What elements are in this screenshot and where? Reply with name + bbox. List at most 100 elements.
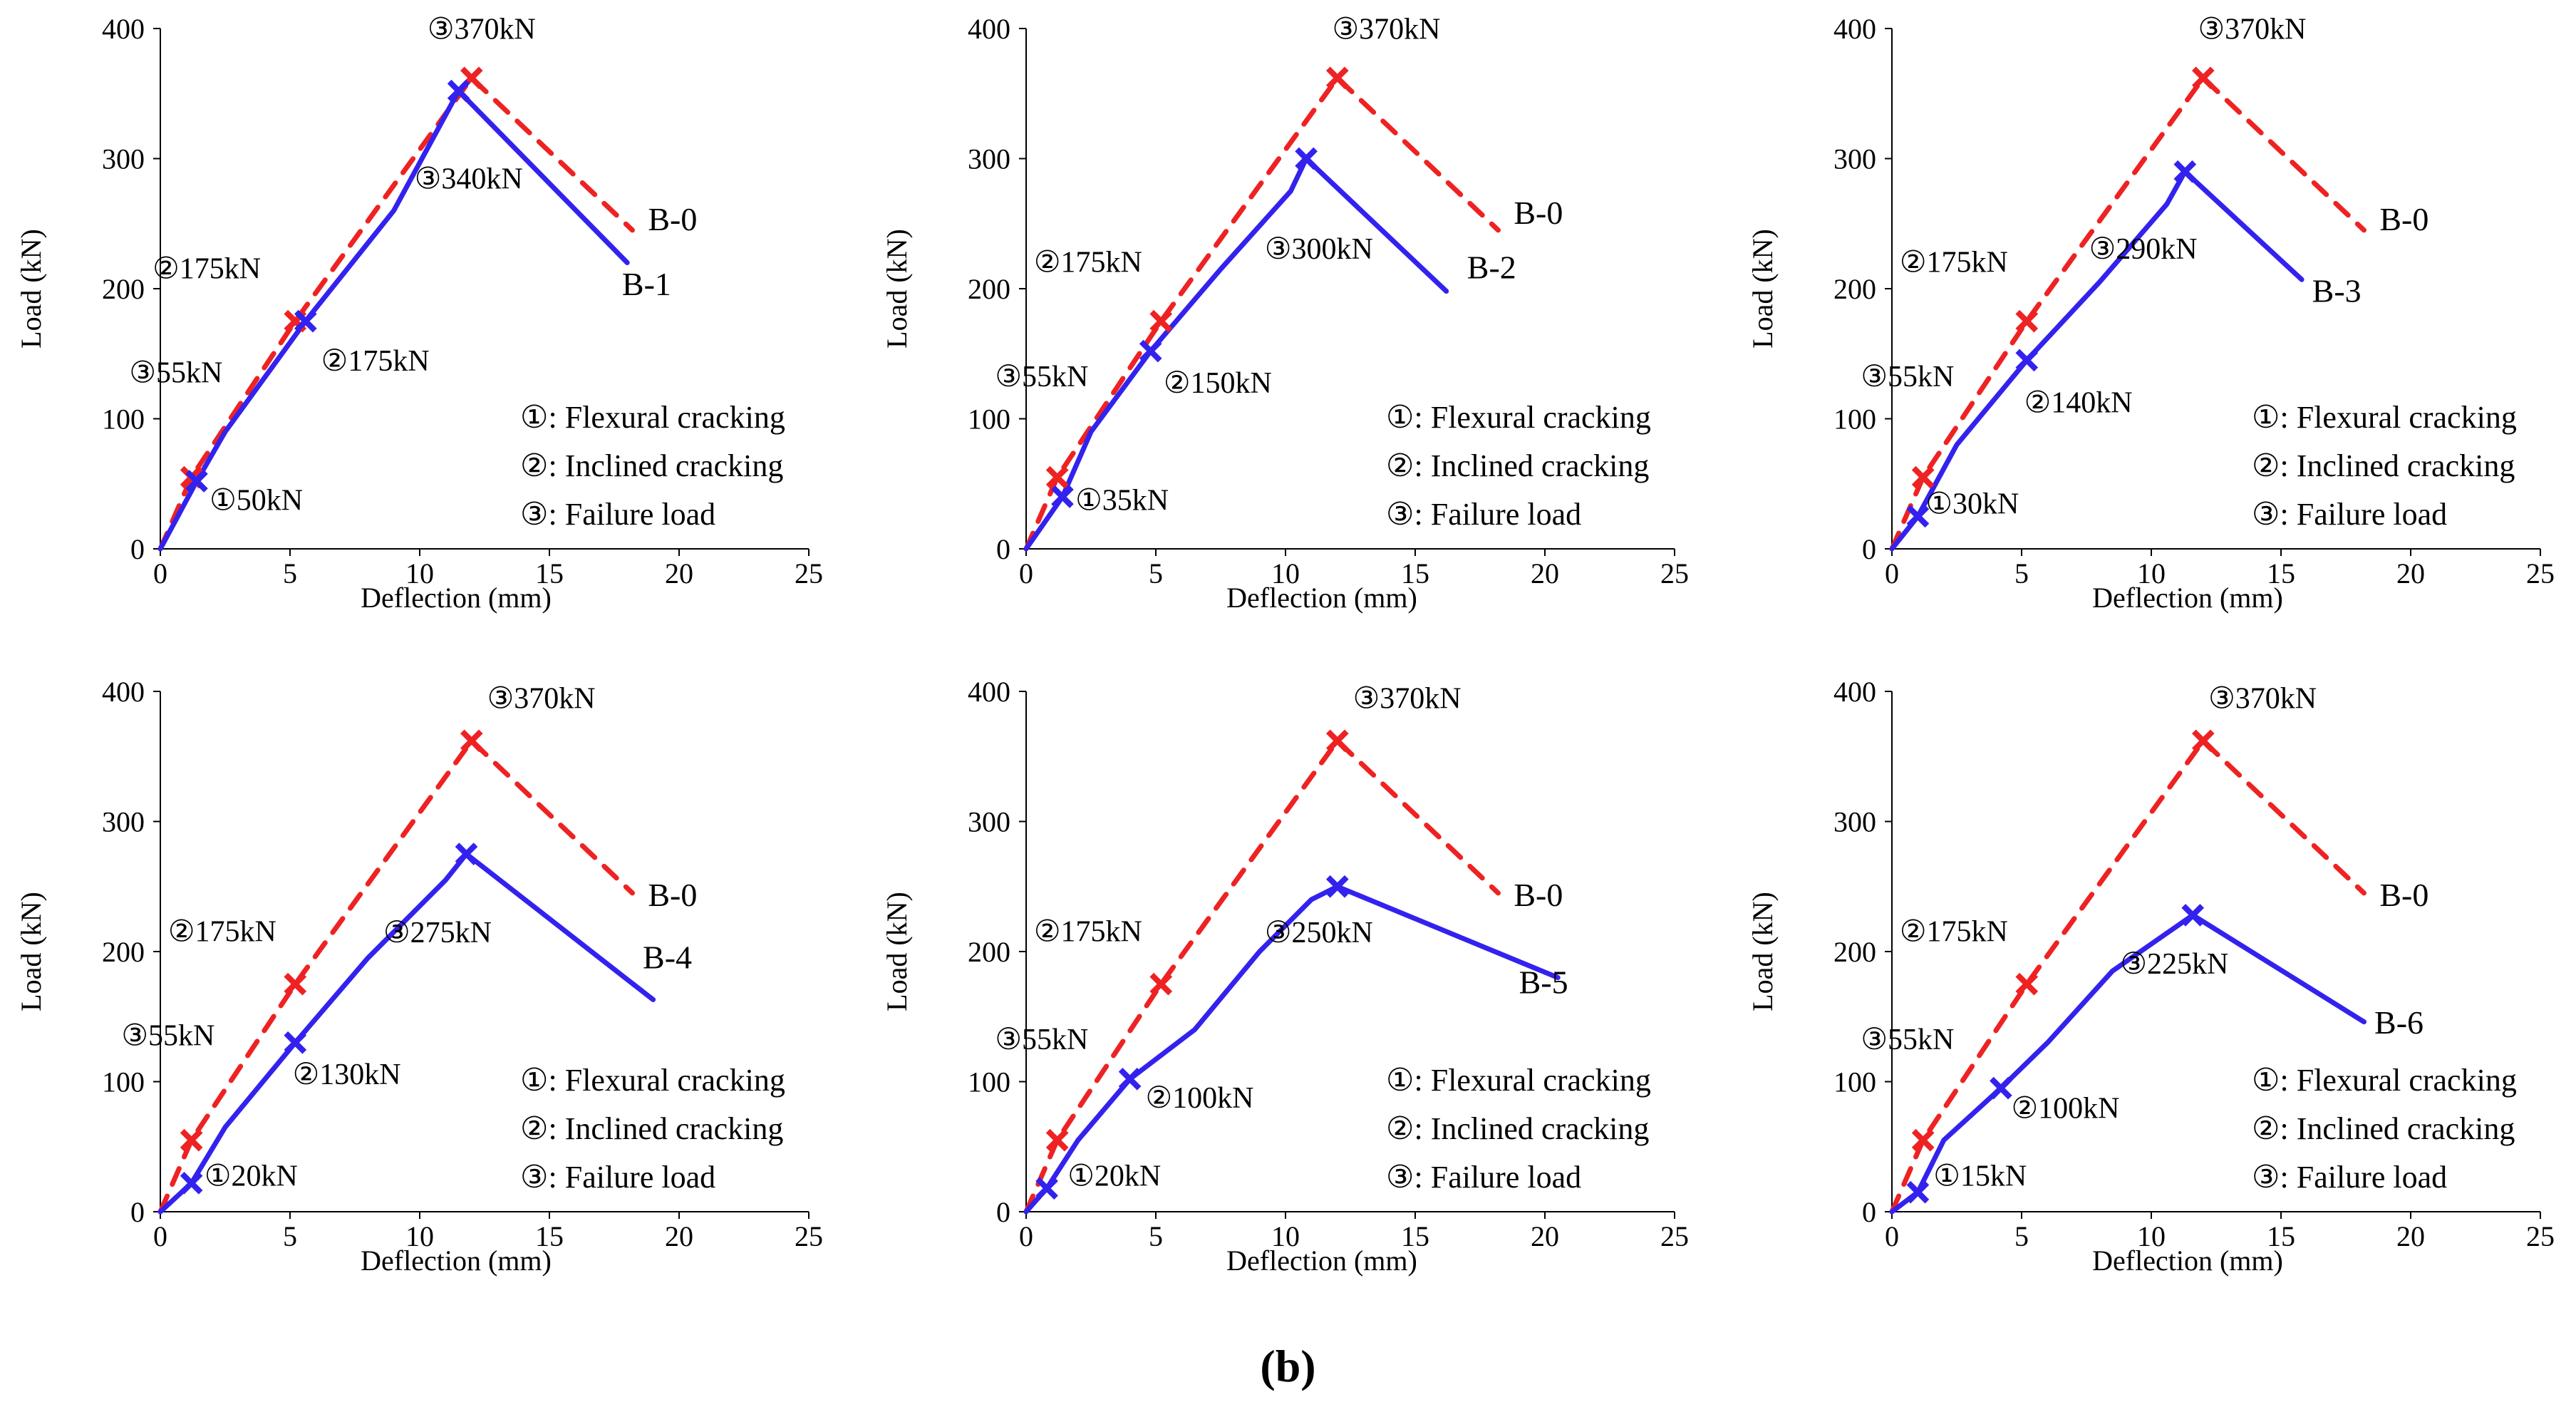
c1-series-label: B-0 <box>648 201 697 237</box>
c4-legend-entry: ③: Failure load <box>520 1160 715 1195</box>
chart-panel-3: 0 5 10 15 20 25 0 100 200 300 400 Deflection (mm) Lo… <box>1747 13 2555 614</box>
c5-x-tick-label: 10 <box>1271 1220 1300 1252</box>
c3-marker-b-0 <box>2015 309 2039 333</box>
c4-x-tick-label: 5 <box>283 1220 297 1252</box>
c4-annotation-label: ③370kN <box>487 683 596 716</box>
c5-marker-b-5 <box>1035 1177 1058 1200</box>
c5-annotation-label: ③55kN <box>995 1024 1088 1056</box>
c1-annotation-label: ③340kN <box>415 163 523 195</box>
c5-x-tick-label: 25 <box>1660 1220 1689 1252</box>
c1-y-tick-label: 300 <box>102 143 145 175</box>
c2-series-label: B-2 <box>1467 249 1516 285</box>
chart-panel-5: 0 5 10 15 20 25 0 100 200 300 400 Deflection (mm) Lo… <box>881 676 1689 1277</box>
c6-annotation-label: ②100kN <box>2011 1093 2119 1125</box>
c3-annotation-label: ③290kN <box>2089 233 2198 266</box>
c6-y-tick-label: 400 <box>1833 676 1876 708</box>
c6-marker-b-6 <box>2181 904 2205 927</box>
c6-legend-entry: ①: Flexural cracking <box>2252 1063 2517 1098</box>
c6-series-label: B-6 <box>2374 1004 2424 1041</box>
c4-annotation-label: ③275kN <box>383 917 492 949</box>
c5-annotation-label: ②100kN <box>1145 1082 1253 1115</box>
c5-marker-b-5 <box>1325 875 1349 898</box>
c4-series-label: B-0 <box>648 877 697 913</box>
c3-marker-b-3 <box>2015 349 2039 372</box>
c4-x-tick-label: 10 <box>405 1220 434 1252</box>
c3-y-tick-label: 200 <box>1833 273 1876 305</box>
c6-annotation-label: ①15kN <box>1933 1160 2027 1193</box>
c5-legend-entry: ③: Failure load <box>1386 1160 1581 1195</box>
c5-marker-b-0 <box>1325 729 1349 753</box>
c6-y-tick-label: 100 <box>1833 1066 1876 1098</box>
c2-series-line-b-0 <box>1023 75 1501 552</box>
c3-series-label: B-3 <box>2312 272 2362 309</box>
c3-legend-entry: ①: Flexural cracking <box>2252 400 2517 435</box>
c1-annotation-label: ①50kN <box>210 484 303 517</box>
c1-marker-b-1 <box>294 309 317 333</box>
c5-annotation-label: ③370kN <box>1353 683 1462 716</box>
c5-x-tick-label: 20 <box>1531 1220 1559 1252</box>
c3-y-axis-title: Load (kN) <box>1747 229 1779 349</box>
c6-marker-b-6 <box>1990 1076 2012 1100</box>
c1-annotation-label: ②175kN <box>321 345 430 378</box>
c1-legend-entry: ②: Inclined cracking <box>520 448 783 483</box>
c2-annotation-label: ③300kN <box>1265 233 1373 266</box>
c2-annotation-label: ②150kN <box>1164 367 1272 400</box>
chart-panel-1: 0 5 10 15 20 25 0 100 200 300 400 Deflection (mm) Lo… <box>15 13 823 614</box>
c3-x-tick-label: 0 <box>1885 557 1899 589</box>
c2-marker-b-2 <box>1139 339 1162 363</box>
c4-y-tick-label: 200 <box>102 936 145 968</box>
c4-x-tick-label: 25 <box>795 1220 823 1252</box>
c2-series-label: B-0 <box>1514 195 1563 231</box>
c5-y-tick-label: 400 <box>968 676 1010 708</box>
c6-series-line-b-6 <box>1889 912 2366 1215</box>
c6-x-tick-label: 5 <box>2014 1220 2029 1252</box>
c2-x-tick-label: 20 <box>1531 557 1559 589</box>
c6-annotation-label: ③370kN <box>2208 683 2317 716</box>
c4-annotation-label: ②130kN <box>293 1058 401 1091</box>
c2-legend-entry: ①: Flexural cracking <box>1386 400 1651 435</box>
c6-x-tick-label: 20 <box>2396 1220 2425 1252</box>
c6-x-tick-label: 0 <box>1885 1220 1899 1252</box>
c3-legend-entry: ③: Failure load <box>2252 497 2447 532</box>
c5-series-line-b-0 <box>1023 738 1501 1215</box>
c3-annotation-label: ③55kN <box>1861 361 1954 393</box>
c1-y-tick-label: 400 <box>102 13 145 45</box>
c2-marker-b-0 <box>1325 66 1349 90</box>
c2-y-tick-label: 100 <box>968 403 1010 436</box>
c2-annotation-label: ①35kN <box>1075 484 1169 517</box>
c4-annotation-label: ③55kN <box>121 1019 214 1052</box>
c5-marker-b-5 <box>1118 1068 1142 1091</box>
c5-marker-b-0 <box>1045 1128 1069 1152</box>
c1-annotation-label: ③370kN <box>428 14 536 46</box>
c6-y-tick-label: 200 <box>1833 936 1876 968</box>
c3-series-label: B-0 <box>2379 201 2428 237</box>
c1-x-tick-label: 15 <box>535 557 564 589</box>
c1-marker-b-1 <box>185 470 208 493</box>
c1-x-axis-title: Deflection (mm) <box>361 582 552 614</box>
c5-annotation-label: ②175kN <box>1034 915 1142 948</box>
c3-y-tick-label: 300 <box>1833 143 1876 175</box>
c4-legend-entry: ②: Inclined cracking <box>520 1111 783 1146</box>
c5-x-tick-label: 5 <box>1149 1220 1163 1252</box>
c5-annotation-label: ③250kN <box>1265 917 1373 949</box>
c4-x-tick-label: 15 <box>535 1220 564 1252</box>
c6-annotation-label: ③55kN <box>1861 1024 1954 1056</box>
c3-annotation-label: ③370kN <box>2198 14 2307 46</box>
c3-legend-entry: ②: Inclined cracking <box>2252 448 2515 483</box>
c2-annotation-label: ②175kN <box>1034 246 1142 279</box>
c2-y-tick-label: 300 <box>968 143 1010 175</box>
c5-annotation-label: ①20kN <box>1067 1160 1161 1193</box>
c6-y-axis-title: Load (kN) <box>1747 892 1779 1011</box>
c6-x-tick-label: 25 <box>2526 1220 2555 1252</box>
c4-x-tick-label: 20 <box>665 1220 693 1252</box>
c4-legend-entry: ①: Flexural cracking <box>520 1063 785 1098</box>
c4-series-label: B-4 <box>643 939 692 976</box>
c4-marker-b-0 <box>180 1128 203 1152</box>
c3-annotation-label: ②140kN <box>2024 386 2133 419</box>
chart-panel-2: 0 5 10 15 20 25 0 100 200 300 400 Deflection (mm) Lo… <box>881 13 1689 614</box>
c1-annotation-label: ②175kN <box>152 252 261 285</box>
c2-marker-b-0 <box>1149 309 1173 333</box>
c5-legend-entry: ②: Inclined cracking <box>1386 1111 1649 1146</box>
c1-y-axis-title: Load (kN) <box>15 229 47 349</box>
c2-legend-entry: ③: Failure load <box>1386 497 1581 532</box>
